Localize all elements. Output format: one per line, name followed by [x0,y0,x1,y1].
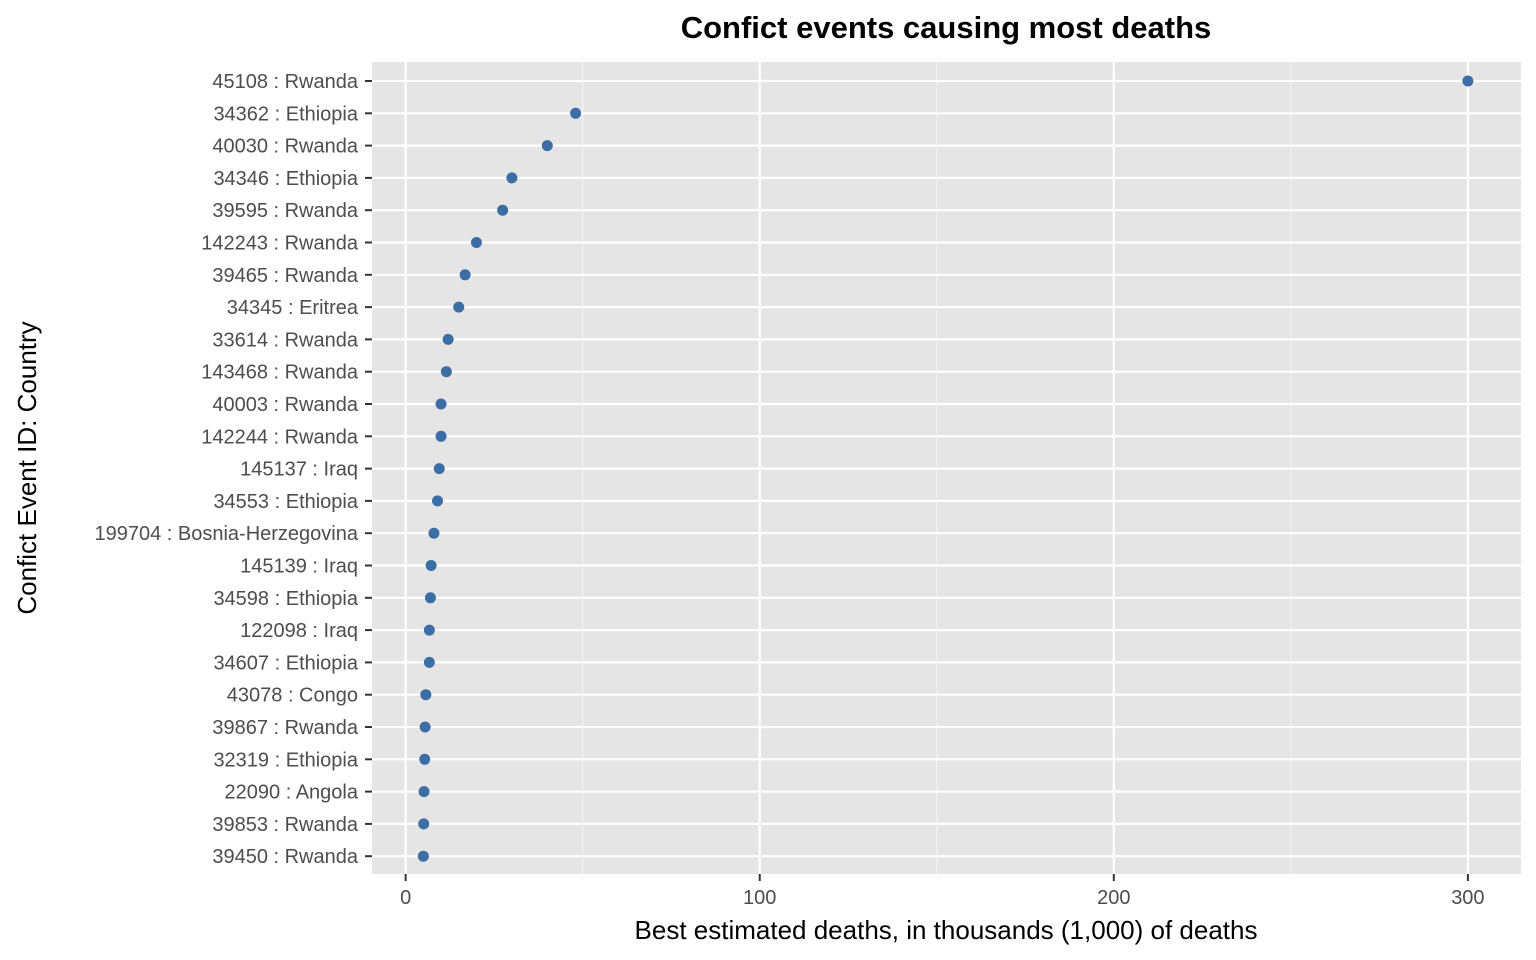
y-tick-label: 40003 : Rwanda [212,394,359,416]
y-tick-label: 40030 : Rwanda [212,136,359,158]
x-tick-label: 200 [1097,887,1130,909]
data-point [419,753,431,765]
data-point [442,333,454,345]
y-tick-label: 34553 : Ethiopia [213,491,358,513]
y-tick-label: 142244 : Rwanda [201,426,359,448]
y-tick-label: 22090 : Angola [225,782,359,804]
data-point [497,204,509,216]
data-point [423,656,435,668]
y-tick-label: 32319 : Ethiopia [213,749,358,771]
data-point [425,560,437,571]
y-axis: 45108 : Rwanda 34362 : Ethiopia 40030 : Rw… [94,71,372,868]
y-tick-label: 142243 : Rwanda [201,233,359,255]
y-tick-label: 143468 : Rwanda [201,362,359,384]
y-tick-label: 34345 : Eritrea [227,297,359,319]
y-tick-label: 34362 : Ethiopia [213,103,358,125]
data-point [459,269,471,281]
y-axis-title: Confict Event ID: Country [12,321,42,614]
x-tick-label: 100 [743,887,776,909]
data-point [432,495,444,507]
y-tick-label: 43078 : Congo [227,685,358,707]
points-layer [417,75,1474,862]
data-point [506,172,518,184]
y-tick-label: 34598 : Ethiopia [213,588,358,610]
data-point [417,850,429,862]
data-point [435,398,447,410]
data-point [428,527,440,539]
x-axis: 0 100 200 300 [400,874,1485,909]
y-tick-label: 45108 : Rwanda [212,71,359,93]
y-tick-label: 39853 : Rwanda [212,814,359,836]
y-tick-label: 34607 : Ethiopia [213,652,358,674]
y-tick-label: 145137 : Iraq [240,459,358,481]
x-tick-label: 0 [400,887,411,909]
data-point [423,624,435,636]
data-point [440,366,452,378]
y-tick-label: 122098 : Iraq [240,620,358,642]
data-point [453,301,465,313]
data-point [435,430,447,442]
y-tick-label: 39450 : Rwanda [212,846,359,868]
data-point [541,140,553,152]
data-point [419,721,431,733]
y-tick-label: 34346 : Ethiopia [213,168,358,190]
x-tick-label: 300 [1451,887,1484,909]
chart-title: Confict events causing most deaths [681,10,1212,45]
y-tick-label: 145139 : Iraq [240,556,358,578]
data-point [420,689,432,701]
y-tick-label: 39595 : Rwanda [212,200,359,222]
data-point [433,463,445,475]
data-point [1462,75,1474,87]
data-point [418,786,430,798]
data-point [424,592,436,604]
y-tick-label: 199704 : Bosnia-Herzegovina [94,523,358,545]
x-axis-title: Best estimated deaths, in thousands (1,0… [635,915,1258,945]
y-tick-label: 33614 : Rwanda [212,329,359,351]
data-point [570,107,582,119]
data-point [418,818,430,830]
y-tick-label: 39867 : Rwanda [212,717,359,739]
y-tick-label: 39465 : Rwanda [212,265,359,287]
grid-layer [372,62,1521,874]
data-point [470,237,482,248]
